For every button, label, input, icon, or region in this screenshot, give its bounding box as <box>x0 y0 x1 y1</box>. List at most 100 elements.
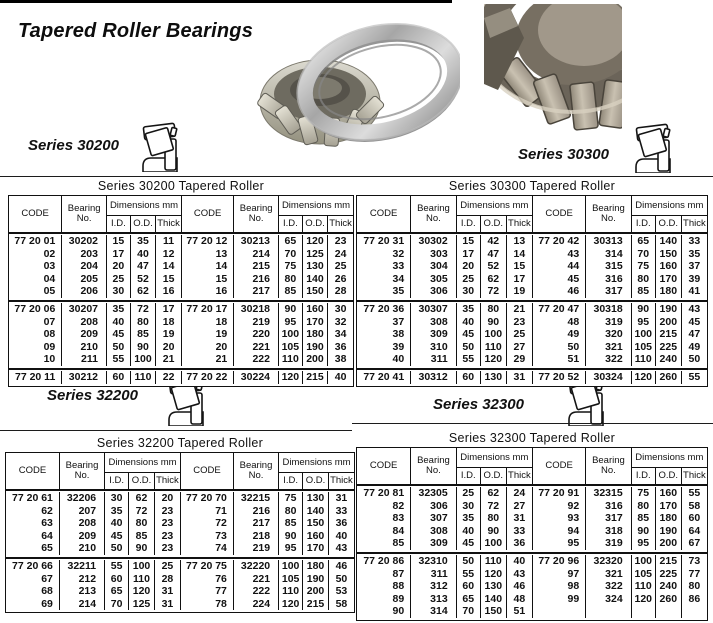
dimension-cell: 77 <box>680 567 707 581</box>
code-cell: 77 20 22 <box>181 370 233 384</box>
dimension-cell: 53 <box>327 585 354 598</box>
dimension-cell: 260 <box>654 370 681 384</box>
code-cell: 05 <box>43 285 56 298</box>
table-row: 69 214 70 125 31 78 224 120 215 58 <box>6 597 354 611</box>
dimension-cell: 24 <box>505 487 532 500</box>
dimension-cell: 120 <box>630 370 655 384</box>
code-cell: 99 <box>532 592 585 606</box>
dimension-cell: 55 <box>455 353 480 366</box>
dimension-cell: 41 <box>680 285 707 298</box>
dimension-cell: 40 <box>327 370 353 384</box>
dimension-cell: 70 <box>630 247 655 261</box>
dimension-cell: 240 <box>654 580 681 593</box>
code-cell: 93 <box>532 512 585 525</box>
dimension-cell: 45 <box>104 529 128 543</box>
column-header: Bearing No. <box>585 448 631 484</box>
dimension-cell: 105 <box>630 567 655 581</box>
code-cell: 09 <box>43 340 56 353</box>
series-32200-label: Series 32200 <box>47 387 138 404</box>
code-cell: 62 <box>41 504 53 517</box>
column-header: Dimensions mm <box>630 196 707 216</box>
dimension-cell: 180 <box>302 559 328 573</box>
dimension-cell <box>654 605 681 618</box>
dimension-cell: 72 <box>129 302 155 316</box>
dimension-cell <box>630 605 655 618</box>
dimension-cell: 15 <box>505 260 532 273</box>
code-cell: 72 <box>179 517 233 530</box>
dimension-cell: 150 <box>654 247 681 261</box>
code-cell: 94 <box>532 524 585 538</box>
column-header: Dimensions mm <box>106 196 181 216</box>
code-cell: 77 20 70 <box>179 492 233 505</box>
column-header: CODE <box>179 453 233 489</box>
code-cell: 90 <box>392 605 405 618</box>
table-row: 77 20 11 30212 60 110 22 77 20 22 30224 120 215 4… <box>9 370 353 384</box>
bearing-no-cell: 208 <box>61 315 106 329</box>
dimension-cell: 75 <box>630 260 655 273</box>
dimension-cell: 105 <box>278 340 302 354</box>
dimension-cell: 110 <box>129 370 155 384</box>
bearing-photo-cup-and-cone <box>248 10 460 160</box>
dimension-cell: 95 <box>630 315 655 329</box>
dimension-cell: 21 <box>155 353 181 366</box>
code-cell: 78 <box>179 597 233 611</box>
bearing-no-cell: 216 <box>233 272 278 286</box>
dimension-cell: 80 <box>479 512 506 525</box>
code-cell: 07 <box>43 315 56 328</box>
dimension-cell: 65 <box>630 235 655 248</box>
dimension-cell: 62 <box>128 492 154 505</box>
dimension-cell: 48 <box>505 592 532 606</box>
dimension-cell: 260 <box>654 592 681 606</box>
table-row: 33 304 20 52 15 44 315 75 160 37 <box>357 260 707 273</box>
bearing-closeup-illustration <box>484 4 622 136</box>
dimension-cell: 46 <box>327 559 354 573</box>
column-header: Bearing No. <box>410 448 456 484</box>
dimension-cell: 140 <box>479 592 506 606</box>
dimension-cell: 33 <box>680 235 707 248</box>
dimension-cell: 43 <box>505 567 532 581</box>
code-cell: 63 <box>41 517 53 530</box>
column-header: Thick <box>155 216 181 232</box>
bearing-no-cell: 32310 <box>410 554 456 568</box>
table-row: 77 20 01 30202 15 35 11 77 20 12 30213 65 120 23 <box>9 235 353 248</box>
code-cell: 89 <box>392 592 405 605</box>
column-header: I.D. <box>278 473 302 489</box>
code-cell: 44 <box>532 260 585 273</box>
dimension-cell: 140 <box>302 504 328 518</box>
code-cell: 98 <box>532 580 585 593</box>
code-cell: 97 <box>532 567 585 581</box>
bearing-no-cell: 224 <box>232 597 278 611</box>
dimension-cell: 50 <box>455 554 480 568</box>
dimension-cell: 120 <box>479 567 506 581</box>
dimension-cell: 100 <box>630 328 655 341</box>
dimension-cell: 90 <box>278 529 302 543</box>
code-cell: 13 <box>181 247 233 261</box>
code-cell: 77 20 47 <box>532 302 585 316</box>
bearing-no-cell: 30218 <box>233 302 278 316</box>
code-cell: 85 <box>392 537 405 550</box>
bearing-section-icon <box>140 120 180 173</box>
code-cell: 08 <box>43 328 56 341</box>
dimension-cell: 62 <box>479 487 506 500</box>
bearing-no-cell: 32211 <box>58 559 104 573</box>
dimension-cell: 90 <box>479 524 506 538</box>
dimension-cell: 85 <box>278 285 302 298</box>
bearing-no-cell: 219 <box>232 542 278 555</box>
bearing-no-cell: 30212 <box>61 370 106 384</box>
column-header: Dimensions mm <box>455 448 532 468</box>
code-cell: 74 <box>179 542 233 555</box>
table-row: 02 203 17 40 12 13 214 70 125 24 <box>9 247 353 261</box>
bearing-no-cell: 318 <box>585 524 631 538</box>
dimension-cell: 31 <box>153 585 180 598</box>
code-cell: 83 <box>392 512 405 525</box>
table-row: 35 306 30 72 19 46 317 85 180 41 <box>357 285 707 298</box>
dimension-cell: 72 <box>128 504 154 518</box>
column-header: O.D. <box>302 473 328 489</box>
dimension-cell: 70 <box>455 605 480 618</box>
dimension-cell: 170 <box>654 272 681 286</box>
table-title: Series 30300 Tapered Roller <box>448 179 616 193</box>
series-30200-label: Series 30200 <box>28 137 119 154</box>
dimension-cell: 37 <box>680 260 707 273</box>
table-row: 77 20 31 30302 15 42 13 77 20 42 30313 65 140 33 <box>357 235 707 248</box>
dimension-cell: 20 <box>455 260 480 273</box>
